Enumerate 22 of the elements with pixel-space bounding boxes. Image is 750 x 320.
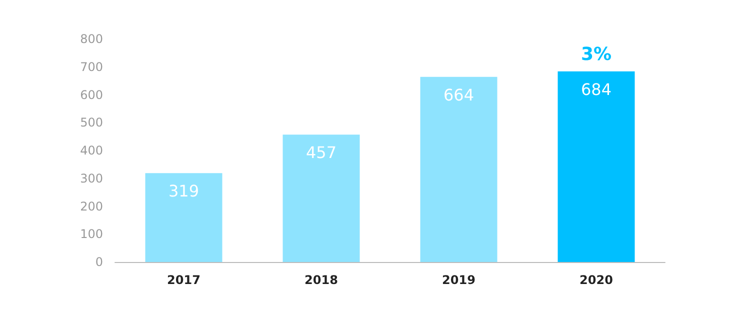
annotation: 3% (580, 44, 612, 65)
data-label: 457 (306, 143, 337, 162)
y-tick-label: 400 (80, 144, 103, 158)
x-tick-label: 2018 (304, 273, 338, 287)
x-tick-label: 2019 (442, 273, 476, 287)
bar (282, 134, 360, 262)
y-tick-label: 200 (80, 199, 103, 214)
y-tick-label: 600 (80, 88, 103, 102)
y-tick-label: 300 (80, 171, 103, 186)
y-tick-label: 100 (80, 227, 103, 242)
y-tick-label: 500 (80, 116, 103, 130)
data-label: 664 (443, 85, 474, 104)
bar (420, 76, 498, 262)
x-tick-label: 2017 (167, 273, 200, 287)
y-tick-label: 800 (80, 32, 103, 46)
bar (558, 71, 635, 262)
data-label: 319 (168, 182, 200, 201)
bar (145, 173, 222, 262)
data-label: 684 (580, 80, 612, 99)
y-tick-label: 700 (80, 60, 103, 74)
y-tick-label: 0 (95, 255, 103, 269)
x-tick-label: 2020 (580, 273, 613, 287)
